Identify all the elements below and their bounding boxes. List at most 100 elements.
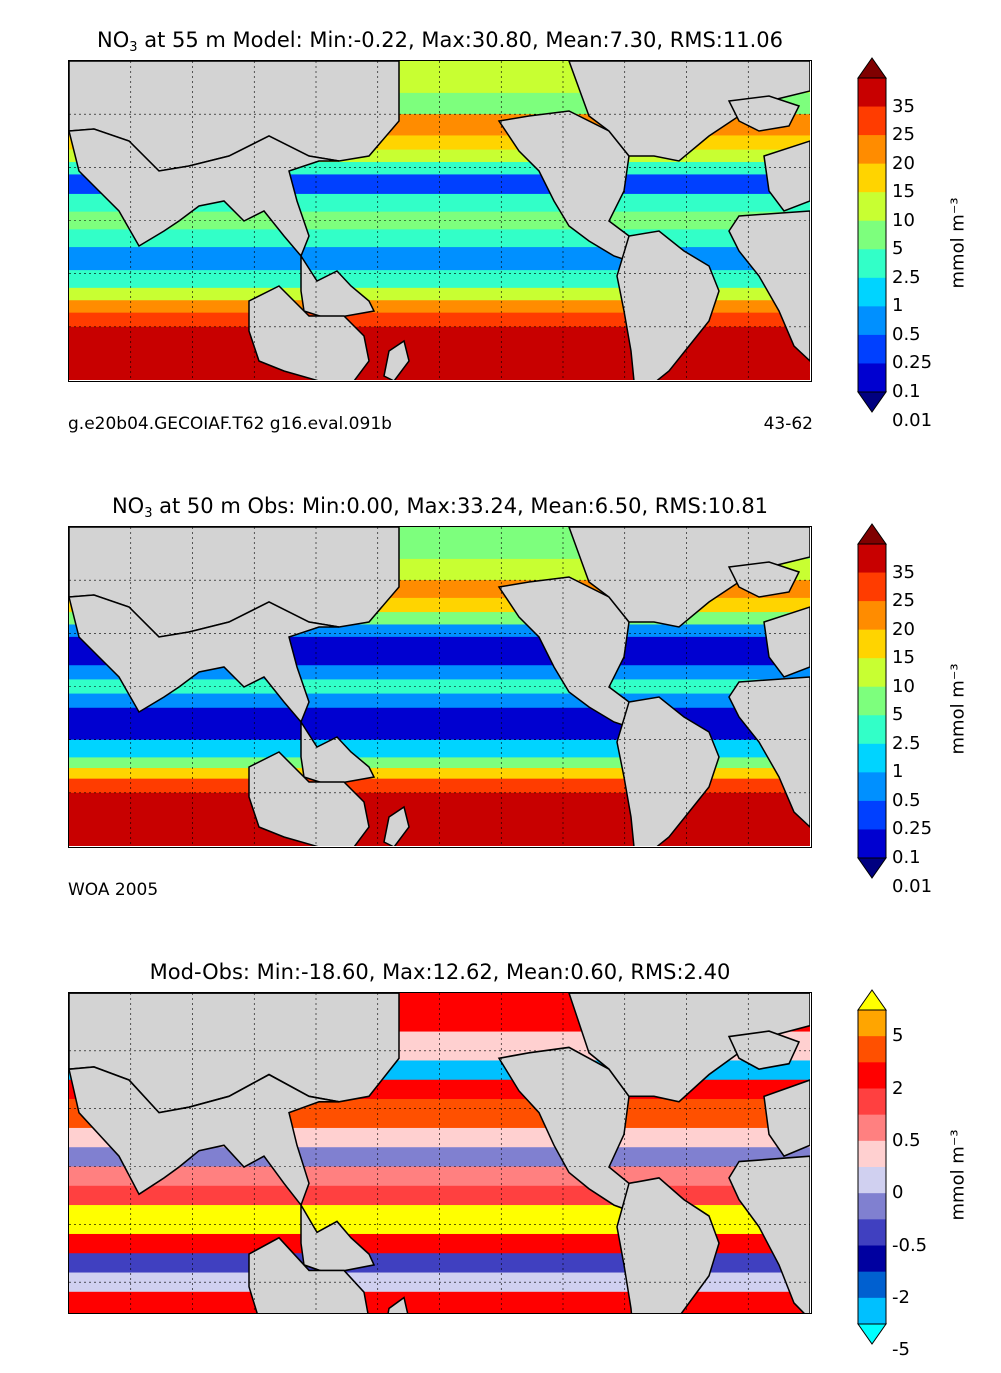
map-plot: [68, 60, 812, 382]
colorbar-tick-label: 10: [892, 675, 915, 697]
colorbar-tick-label: 0.01: [892, 409, 933, 431]
colorbar-tick-label: 35: [892, 95, 915, 117]
colorbar-box: [858, 572, 886, 602]
colorbar-box: [858, 163, 886, 193]
colorbar-frame: [857, 77, 887, 393]
colorbar-tick-label: -5: [892, 1339, 910, 1361]
colorbar: [857, 57, 887, 413]
colorbar-box: [858, 135, 886, 165]
colorbar-tick-label: 0.5: [892, 1129, 921, 1151]
land-mass: [383, 805, 410, 846]
colorbar-tick-label: 5: [892, 238, 904, 260]
colorbar-box: [858, 1219, 886, 1246]
colorbar-tick-label: 0.5: [892, 789, 921, 811]
colorbar-box: [858, 1245, 886, 1273]
colorbar-extend-min: [857, 1323, 887, 1345]
colorbar-box: [858, 1114, 886, 1142]
colorbar-box: [858, 306, 886, 336]
land-mass: [300, 1202, 376, 1275]
colorbar-tick-label: 2.5: [892, 732, 921, 754]
land-mass: [383, 339, 410, 380]
land-mass: [727, 561, 801, 598]
colorbar-tick-label: 15: [892, 647, 915, 669]
colorbar-box: [858, 658, 886, 688]
colorbar-box: [858, 249, 886, 279]
colorbar-tick-label: 2.5: [892, 266, 921, 288]
colorbar-tick-label: 5: [892, 1025, 904, 1047]
colorbar-box: [858, 1193, 886, 1220]
land-mass: [728, 1155, 810, 1313]
panel-title: NO3 at 50 m Obs: Min:0.00, Max:33.24, Me…: [111, 494, 769, 521]
colorbar-unit: mmol m⁻³: [947, 197, 969, 289]
colorbar-tick-label: 1: [892, 761, 904, 783]
colorbar-unit: mmol m⁻³: [947, 663, 969, 755]
colorbar-box: [858, 829, 886, 859]
colorbar-box: [858, 1010, 886, 1037]
colorbar-tick-label: 20: [892, 152, 915, 174]
colorbar-tick-label: 0.1: [892, 847, 921, 868]
map-svg: [69, 993, 810, 1313]
colorbar-tick-label: 10: [892, 209, 915, 231]
colorbar-box: [858, 1297, 886, 1325]
colorbar-box: [858, 1088, 886, 1116]
land-mass: [616, 1177, 720, 1313]
year-range-label: 43-62: [763, 414, 813, 434]
colorbar-box: [858, 192, 886, 222]
colorbar-extend-max: [857, 989, 887, 1011]
colorbar-box: [858, 1271, 886, 1299]
colorbar-tick-label: 0.1: [892, 381, 921, 402]
land-mass: [728, 676, 810, 829]
colorbar-tick-label: 35: [892, 561, 915, 583]
colorbar-box: [858, 220, 886, 250]
colorbar: [857, 523, 887, 879]
colorbar-tick-label: 2: [892, 1077, 904, 1099]
colorbar-tick-label: 5: [892, 704, 904, 726]
colorbar-box: [858, 1140, 886, 1168]
colorbar-tick-label: 25: [892, 590, 915, 612]
land-mass: [248, 1236, 369, 1313]
colorbar-box: [858, 1062, 886, 1089]
colorbar-tick-label: -0.5: [892, 1234, 928, 1256]
colorbar-extend-min: [857, 857, 887, 879]
land-mass: [568, 61, 810, 162]
land-mass: [300, 719, 376, 786]
land-mass: [727, 95, 801, 132]
colorbar-tick-label: 1: [892, 295, 904, 317]
panel-title: NO3 at 55 m Model: Min:-0.22, Max:30.80,…: [97, 28, 783, 55]
colorbar-box: [858, 800, 886, 830]
colorbar-box: [858, 772, 886, 802]
land-mass: [763, 140, 810, 212]
colorbar-box: [858, 629, 886, 659]
land-mass: [763, 606, 810, 678]
colorbar-box: [858, 686, 886, 716]
land-mass: [248, 751, 370, 846]
colorbar-frame: [857, 1009, 887, 1325]
land-mass: [728, 210, 810, 363]
colorbar-unit: mmol m⁻³: [947, 1129, 969, 1221]
land-mass: [568, 993, 810, 1103]
land-mass: [69, 1066, 340, 1207]
land-mass: [69, 594, 340, 724]
colorbar-box: [858, 334, 886, 364]
map-plot: [68, 992, 812, 1314]
colorbar-box: [858, 743, 886, 773]
colorbar-extend-max: [857, 57, 887, 79]
land-mass: [616, 230, 720, 380]
colorbar-tick-label: 0.01: [892, 875, 933, 897]
colorbar-tick-label: 15: [892, 181, 915, 203]
land-mass: [568, 527, 810, 628]
land-mass: [387, 1296, 409, 1313]
colorbar-extend-max: [857, 523, 887, 545]
colorbar-box: [858, 106, 886, 136]
run-id-label: g.e20b04.GECOIAF.T62 g16.eval.091b: [68, 414, 392, 434]
land-mass: [300, 253, 376, 320]
ocean-band: [69, 693, 810, 709]
colorbar-frame: [857, 543, 887, 859]
land-mass: [727, 1030, 801, 1070]
colorbar-box: [858, 363, 886, 393]
colorbar-tick-label: 0: [892, 1182, 904, 1204]
colorbar-tick-label: 0.25: [892, 818, 933, 840]
colorbar-box: [858, 715, 886, 745]
colorbar-box: [858, 544, 886, 574]
colorbar: [857, 989, 887, 1345]
